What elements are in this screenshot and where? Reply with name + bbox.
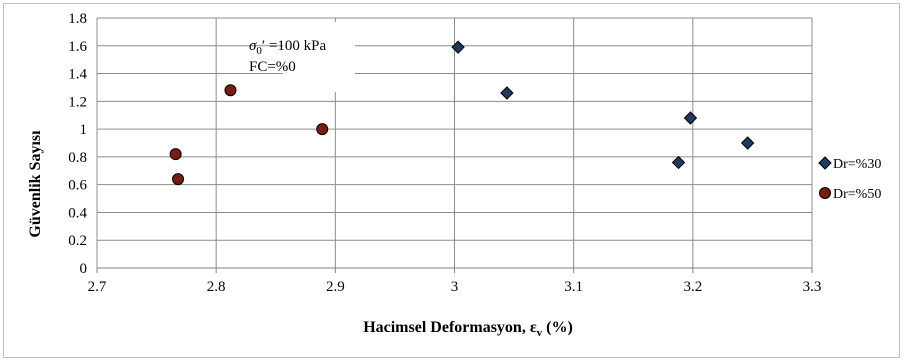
legend: Dr=%30 Dr=%50 — [818, 156, 881, 202]
y-tick-label: 0.8 — [68, 150, 87, 166]
point-dr-50 — [172, 173, 185, 186]
annotation-stress: σ0′ =100 kPa — [249, 38, 326, 57]
x-tick-label: 2.9 — [326, 279, 345, 295]
x-tick-labels: 2.7 2.8 2.9 3 3.1 3.2 3.3 — [88, 279, 822, 295]
y-tick-label: 0.4 — [68, 205, 87, 221]
annotation-background — [283, 22, 355, 92]
x-axis-title: Hacimsel Deformasyon, εv (%) — [363, 319, 573, 339]
x-tick-label: 2.7 — [88, 279, 107, 295]
y-tick-label: 1.8 — [68, 11, 87, 27]
annotation-fines: FC=%0 — [249, 59, 296, 75]
point-dr-30 — [683, 111, 698, 125]
y-tick-label: 1.4 — [68, 67, 87, 83]
point-dr-30 — [500, 86, 514, 100]
legend-label-dr-30: Dr=%30 — [833, 157, 881, 172]
y-tick-label: 0 — [80, 261, 88, 277]
y-tick-label: 1.2 — [68, 94, 87, 110]
x-tick-label: 3.1 — [564, 279, 583, 295]
point-dr-50 — [224, 84, 237, 97]
x-tick-label: 2.8 — [207, 279, 226, 295]
x-tick-label: 3.3 — [803, 279, 822, 295]
x-tick-label: 3 — [451, 279, 459, 295]
y-tick-label: 0.6 — [68, 178, 87, 194]
legend-label-dr-50: Dr=%50 — [833, 187, 881, 202]
y-tick-labels: 0 0.2 0.4 0.6 0.8 1 1.2 1.4 1.6 1.8 — [68, 11, 87, 277]
y-tick-label: 1.6 — [68, 39, 87, 55]
grid-lines — [96, 17, 813, 273]
y-axis-title: Güvenlik Sayısı — [27, 130, 44, 238]
legend-marker-dr-50 — [819, 187, 831, 199]
point-dr-30 — [740, 136, 755, 150]
legend-marker-dr-30 — [818, 156, 832, 170]
y-tick-label: 1 — [80, 122, 88, 138]
chart-frame — [3, 3, 900, 358]
point-dr-30 — [451, 40, 465, 54]
y-tick-label: 0.2 — [68, 233, 87, 249]
point-dr-50 — [316, 123, 329, 136]
data-points — [169, 40, 755, 186]
point-dr-50 — [169, 148, 182, 161]
point-dr-30 — [671, 155, 686, 170]
x-tick-label: 3.2 — [683, 279, 702, 295]
